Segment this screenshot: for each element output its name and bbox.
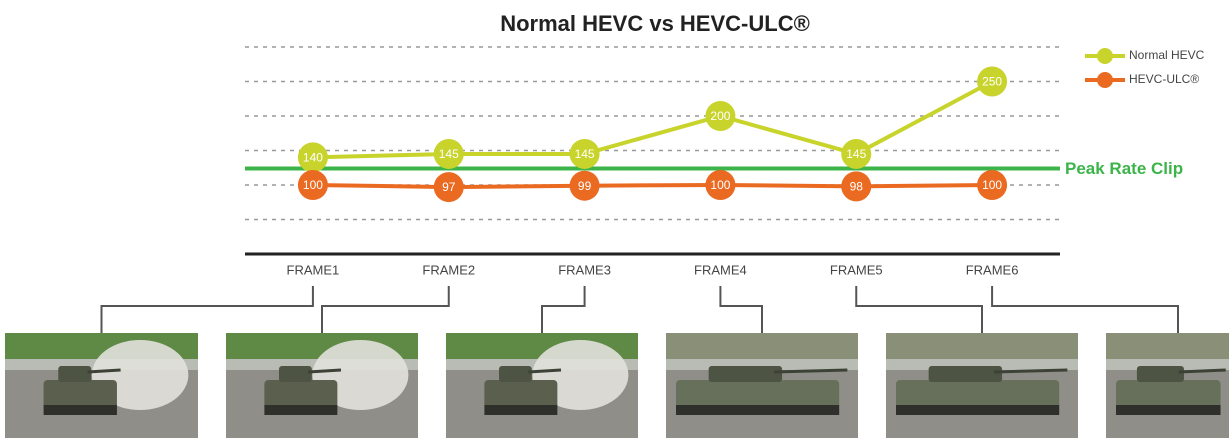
frame-photo <box>1106 333 1229 438</box>
legend-marker <box>1097 72 1113 88</box>
x-tick-label: FRAME1 <box>287 262 340 277</box>
photo-tank-turret <box>709 366 782 382</box>
x-tick-label: FRAME5 <box>830 262 883 277</box>
photo-tank-tracks <box>896 405 1059 415</box>
x-tick-label: FRAME2 <box>422 262 475 277</box>
value-label: 145 <box>846 147 866 161</box>
value-label: 99 <box>578 179 592 193</box>
connector <box>102 286 313 333</box>
value-label: 250 <box>982 75 1002 89</box>
photo-tank-tracks <box>484 405 557 415</box>
value-label: 145 <box>575 147 595 161</box>
value-label: 100 <box>303 178 323 192</box>
x-tick-label: FRAME6 <box>966 262 1019 277</box>
peak-rate-label: Peak Rate Clip <box>1065 159 1183 178</box>
frame-photo <box>886 333 1078 438</box>
chart-title: Normal HEVC vs HEVC-ULC® <box>500 11 810 36</box>
photo-hills <box>666 333 858 359</box>
photo-tank-tracks <box>676 405 839 415</box>
series-line <box>313 185 992 187</box>
legend-label: Normal HEVC <box>1129 48 1205 62</box>
frame-photo <box>666 333 858 438</box>
photo-tank-turret <box>279 366 312 382</box>
x-tick-label: FRAME3 <box>558 262 611 277</box>
series-line <box>313 82 992 158</box>
photo-tank-turret <box>1137 366 1184 382</box>
frame-photo <box>5 333 198 438</box>
photo-tank-gun <box>528 370 561 372</box>
legend-label: HEVC-ULC® <box>1129 72 1199 86</box>
photo-tank-tracks <box>264 405 337 415</box>
value-label: 100 <box>982 178 1002 192</box>
chart: Normal HEVC vs HEVC-ULC® Peak Rate Clip F… <box>0 0 1229 438</box>
x-tick-label: FRAME4 <box>694 262 747 277</box>
value-label: 140 <box>303 151 323 165</box>
photo-tank-gun <box>308 370 341 372</box>
photo-tank-turret <box>58 366 91 382</box>
connector <box>542 286 585 333</box>
photo-tank-gun <box>88 370 121 372</box>
value-label: 200 <box>710 109 730 123</box>
photo-tank-gun <box>774 370 847 372</box>
legend-marker <box>1097 48 1113 64</box>
photo-tank-gun <box>1179 370 1226 372</box>
connector <box>720 286 762 333</box>
photo-tank-gun <box>994 370 1067 372</box>
frame-photo <box>446 333 638 438</box>
photo-hills <box>886 333 1078 359</box>
connector <box>322 286 449 333</box>
value-label: 100 <box>710 178 730 192</box>
frame-photo <box>226 333 418 438</box>
value-label: 98 <box>850 180 864 194</box>
value-label: 97 <box>442 180 456 194</box>
value-label: 145 <box>439 147 459 161</box>
photo-tank-turret <box>499 366 532 382</box>
connector <box>992 286 1178 333</box>
connector <box>856 286 982 333</box>
photo-tank-tracks <box>1116 405 1221 415</box>
photo-tank-tracks <box>44 405 117 415</box>
photo-hills <box>1106 333 1229 359</box>
photo-tank-turret <box>929 366 1002 382</box>
